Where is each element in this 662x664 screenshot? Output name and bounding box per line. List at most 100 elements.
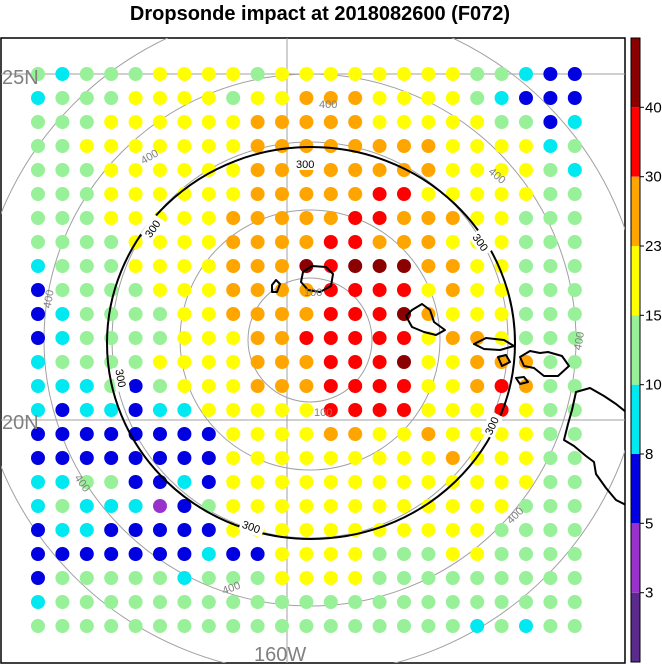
impact-point	[275, 67, 289, 81]
impact-point	[372, 331, 387, 345]
impact-point	[567, 571, 582, 585]
impact-point	[55, 379, 70, 393]
impact-point	[519, 283, 533, 297]
impact-point	[397, 91, 411, 105]
impact-point	[567, 259, 582, 273]
impact-point	[104, 187, 119, 201]
impact-point	[128, 499, 143, 513]
impact-point	[567, 475, 582, 489]
impact-point	[421, 235, 436, 249]
impact-point	[275, 523, 289, 537]
impact-point	[445, 619, 460, 633]
impact-point	[226, 187, 241, 201]
impact-point	[201, 307, 216, 321]
impact-point	[445, 187, 460, 201]
impact-point	[55, 115, 70, 129]
impact-point	[519, 187, 533, 201]
impact-point	[153, 403, 167, 417]
impact-point	[79, 235, 94, 249]
impact-point	[372, 139, 387, 153]
colorbar-level-label: 10	[645, 377, 662, 394]
impact-point	[348, 187, 363, 201]
contour-label: 300	[296, 159, 314, 171]
impact-point	[128, 163, 143, 177]
impact-point	[397, 283, 411, 297]
impact-point	[299, 499, 314, 513]
impact-point	[470, 139, 485, 153]
impact-point	[323, 163, 338, 177]
impact-point	[226, 427, 241, 441]
impact-point	[201, 163, 216, 177]
impact-point	[519, 355, 533, 369]
colorbar-swatch	[631, 592, 640, 662]
impact-point	[201, 523, 216, 537]
impact-point	[153, 163, 167, 177]
impact-point	[445, 403, 460, 417]
impact-point	[323, 307, 338, 321]
impact-point	[323, 403, 338, 417]
impact-point	[372, 115, 387, 129]
impact-point	[226, 211, 241, 225]
impact-point	[421, 475, 436, 489]
colorbar-level-label: 8	[645, 446, 653, 463]
impact-point	[153, 187, 167, 201]
impact-point	[128, 571, 143, 585]
impact-point	[445, 571, 460, 585]
impact-point	[55, 139, 70, 153]
impact-point	[79, 307, 94, 321]
impact-point	[226, 259, 241, 273]
impact-point	[567, 283, 582, 297]
impact-point	[226, 403, 241, 417]
impact-point	[567, 427, 582, 441]
impact-point	[79, 403, 94, 417]
impact-point	[397, 619, 411, 633]
colorbar-swatch	[631, 38, 640, 108]
impact-point	[470, 403, 485, 417]
impact-point	[250, 163, 265, 177]
impact-point	[79, 619, 94, 633]
impact-point	[348, 547, 363, 561]
impact-point	[470, 571, 485, 585]
impact-point	[55, 307, 70, 321]
impact-point	[445, 67, 460, 81]
impact-point	[323, 283, 338, 297]
impact-point	[494, 427, 509, 441]
impact-point	[128, 139, 143, 153]
impact-point	[421, 499, 436, 513]
impact-point	[275, 571, 289, 585]
impact-point	[128, 283, 143, 297]
impact-point	[470, 547, 485, 561]
impact-point	[250, 403, 265, 417]
impact-point	[31, 499, 45, 513]
impact-point	[250, 211, 265, 225]
impact-point	[372, 547, 387, 561]
impact-point	[201, 451, 216, 465]
impact-point	[567, 163, 582, 177]
impact-point	[201, 571, 216, 585]
impact-point	[201, 139, 216, 153]
impact-point	[201, 355, 216, 369]
impact-point	[201, 115, 216, 129]
impact-point	[128, 307, 143, 321]
impact-point	[323, 595, 338, 609]
impact-point	[543, 91, 558, 105]
lat-label-20n: 20N	[2, 412, 39, 434]
impact-point	[323, 523, 338, 537]
impact-point	[201, 67, 216, 81]
impact-point	[299, 571, 314, 585]
impact-point	[128, 187, 143, 201]
impact-point	[177, 115, 192, 129]
island-maui	[519, 350, 570, 377]
impact-point	[201, 619, 216, 633]
impact-point	[201, 547, 216, 561]
impact-point	[421, 451, 436, 465]
impact-point	[470, 163, 485, 177]
impact-point	[348, 475, 363, 489]
impact-point	[323, 451, 338, 465]
impact-point	[226, 331, 241, 345]
impact-point	[445, 475, 460, 489]
impact-point	[445, 523, 460, 537]
impact-point	[421, 187, 436, 201]
impact-point	[372, 91, 387, 105]
impact-point	[226, 379, 241, 393]
